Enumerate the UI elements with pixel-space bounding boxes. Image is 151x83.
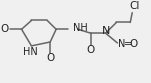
Text: Cl: Cl	[129, 1, 139, 11]
Text: NH: NH	[73, 23, 88, 33]
Text: =: =	[124, 39, 132, 49]
Text: O: O	[129, 39, 138, 49]
Text: N: N	[102, 26, 111, 36]
Text: O: O	[46, 53, 54, 63]
Text: HN: HN	[23, 47, 38, 57]
Text: O: O	[1, 24, 9, 34]
Text: N: N	[118, 39, 126, 49]
Text: O: O	[87, 45, 95, 55]
